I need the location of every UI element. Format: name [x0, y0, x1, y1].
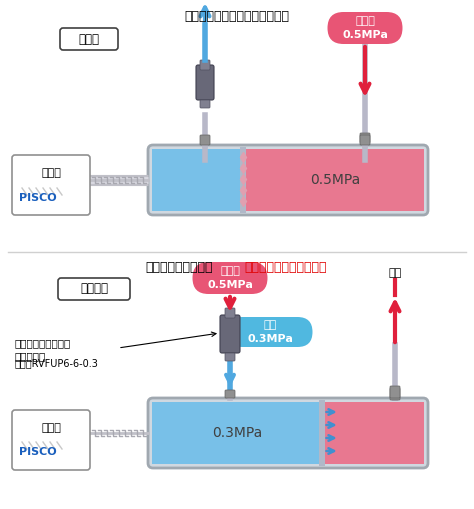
- FancyBboxPatch shape: [192, 262, 267, 294]
- Text: ワーク: ワーク: [41, 168, 61, 178]
- Text: 0.3MPa: 0.3MPa: [212, 426, 263, 440]
- Text: 0.5MPa: 0.5MPa: [310, 173, 361, 187]
- FancyBboxPatch shape: [12, 155, 90, 215]
- FancyBboxPatch shape: [225, 353, 235, 361]
- FancyBboxPatch shape: [228, 317, 312, 347]
- FancyBboxPatch shape: [225, 308, 235, 318]
- Bar: [152, 149, 243, 211]
- FancyBboxPatch shape: [200, 135, 210, 145]
- Text: 使用：RVFUP6-6-0.3: 使用：RVFUP6-6-0.3: [15, 358, 99, 368]
- Text: 作業時: 作業時: [79, 33, 100, 45]
- FancyBboxPatch shape: [200, 60, 210, 70]
- Text: 排気: 排気: [388, 268, 401, 278]
- FancyBboxPatch shape: [390, 386, 400, 398]
- Bar: [319, 400, 325, 466]
- Bar: [243, 149, 424, 211]
- FancyBboxPatch shape: [225, 390, 235, 398]
- Text: 作業時は供給圧をそのまま利用: 作業時は供給圧をそのまま利用: [184, 10, 290, 23]
- FancyBboxPatch shape: [328, 12, 402, 44]
- Bar: [321, 402, 424, 464]
- Bar: [240, 147, 246, 213]
- FancyBboxPatch shape: [196, 65, 214, 100]
- FancyBboxPatch shape: [200, 100, 210, 108]
- Bar: [152, 402, 321, 464]
- FancyBboxPatch shape: [360, 135, 370, 145]
- Text: 固定圧レギュレータ
で減圧する: 固定圧レギュレータ で減圧する: [15, 338, 71, 361]
- FancyBboxPatch shape: [148, 398, 428, 468]
- FancyBboxPatch shape: [58, 278, 130, 300]
- Text: 非作業時は供給圧を: 非作業時は供給圧を: [145, 261, 212, 274]
- Text: 減圧
0.3MPa: 減圧 0.3MPa: [247, 320, 293, 344]
- Text: 減圧し空気消費量を削減: 減圧し空気消費量を削減: [244, 261, 327, 274]
- Text: PISCO: PISCO: [19, 447, 57, 457]
- FancyBboxPatch shape: [220, 315, 240, 353]
- FancyBboxPatch shape: [60, 28, 118, 50]
- Text: 非作業時: 非作業時: [80, 282, 108, 296]
- FancyBboxPatch shape: [148, 145, 428, 215]
- FancyBboxPatch shape: [360, 133, 370, 143]
- FancyBboxPatch shape: [390, 388, 400, 400]
- Text: 供給圧
0.5MPa: 供給圧 0.5MPa: [342, 16, 388, 40]
- Text: 供給圧
0.5MPa: 供給圧 0.5MPa: [207, 266, 253, 290]
- Text: ワーク: ワーク: [41, 423, 61, 433]
- FancyBboxPatch shape: [12, 410, 90, 470]
- Text: PISCO: PISCO: [19, 193, 57, 203]
